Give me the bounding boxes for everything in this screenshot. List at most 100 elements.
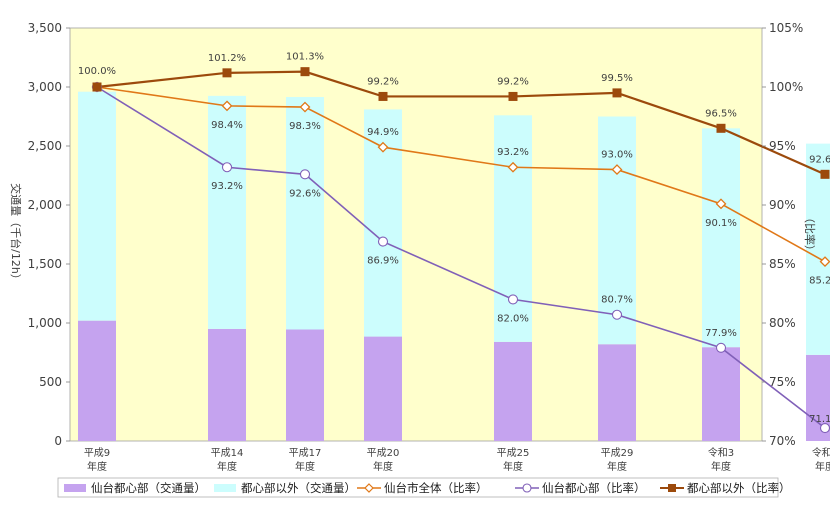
y-left-tick-label: 0	[54, 434, 62, 448]
data-label: 93.2%	[211, 181, 243, 192]
x-tick-label: 平成29	[601, 447, 634, 459]
bar-outside-core	[702, 128, 740, 348]
data-labels-layer: 100.0% 98.4% 98.3% 94.9% 93.2% 93.0% 90.1% 85.2…	[78, 52, 830, 425]
circle-marker	[377, 236, 389, 247]
y-right-tick-label: 75%	[769, 375, 796, 389]
square-marker	[820, 169, 830, 179]
y-right-tick-label: 100%	[769, 80, 803, 94]
y-left-tick-label: 3,500	[28, 21, 62, 35]
series-line-core	[96, 86, 826, 429]
legend-swatch-outside-bar	[214, 484, 236, 492]
data-label: 92.6%	[809, 154, 830, 165]
square-marker	[716, 123, 726, 133]
x-tick-label: 令和3	[708, 446, 734, 459]
y-right-tick-label: 105%	[769, 21, 803, 35]
diamond-marker	[507, 161, 519, 173]
data-label: 92.6%	[289, 188, 321, 199]
x-tick-label-sub: 年度	[373, 460, 393, 473]
plot-area	[69, 27, 763, 442]
diamond-marker	[715, 198, 727, 210]
circle-marker	[611, 309, 623, 320]
diamond-marker	[819, 256, 830, 268]
data-label: 90.1%	[705, 218, 737, 229]
x-tick-label: 令和7	[812, 446, 830, 459]
x-tick-label-sub: 年度	[607, 460, 627, 473]
square-marker	[508, 91, 518, 101]
square-marker	[378, 91, 388, 101]
x-tick-label: 平成17	[289, 447, 322, 459]
bar-outside-core	[78, 91, 116, 321]
bar-sendai-core	[702, 347, 740, 441]
legend-label: 仙台都心部（比率）	[542, 481, 646, 495]
y-right-axis-label: （比率）	[803, 212, 817, 256]
y-left-tick-label: 1,500	[28, 257, 62, 271]
y-right-tick-label: 90%	[769, 198, 796, 212]
diamond-marker	[299, 101, 311, 113]
diamond-marker	[377, 141, 389, 153]
legend-frame	[57, 477, 779, 498]
x-tick-label-sub: 年度	[217, 460, 237, 473]
data-label: 98.3%	[289, 121, 321, 132]
x-tick-label-sub: 年度	[295, 460, 315, 473]
square-marker	[300, 67, 310, 77]
x-tick-label: 平成9	[84, 447, 110, 459]
bar-sendai-core	[494, 341, 532, 441]
data-label: 77.9%	[705, 328, 737, 339]
data-label: 82.0%	[497, 313, 529, 324]
legend: 仙台都心部（交通量） 都心部以外（交通量） 仙台市全体（比率） 仙台都心部（比率） 都心…	[57, 477, 791, 498]
x-tick-label: 平成20	[367, 447, 400, 459]
legend-label: 都心部以外（交通量）	[241, 481, 356, 495]
bar-sendai-core	[364, 336, 402, 441]
data-label: 100.0%	[78, 66, 116, 77]
data-label: 101.3%	[286, 52, 324, 63]
lines-layer	[91, 67, 830, 434]
x-tick-label-sub: 年度	[711, 460, 731, 473]
data-label: 96.5%	[705, 108, 737, 119]
square-marker	[222, 68, 232, 78]
bar-sendai-core	[208, 328, 246, 441]
data-label: 86.9%	[367, 256, 399, 267]
circle-marker	[507, 294, 519, 305]
x-tick-label-sub: 年度	[87, 460, 107, 473]
series-line-overall	[96, 86, 826, 263]
y-left-tick-label: 500	[39, 375, 62, 389]
bar-sendai-core	[286, 329, 324, 441]
y-right-tick-label: 70%	[769, 434, 796, 448]
y-right-tick-label: 85%	[769, 257, 796, 271]
legend-label: 仙台市全体（比率）	[384, 481, 488, 495]
diamond-marker	[221, 100, 233, 112]
y-left-tick-label: 2,500	[28, 139, 62, 153]
y-left-tick-label: 1,000	[28, 316, 62, 330]
data-label: 85.2%	[809, 276, 830, 287]
x-tick-label-sub: 年度	[815, 460, 830, 473]
square-marker	[92, 82, 102, 92]
bar-sendai-core	[598, 344, 636, 441]
data-label: 93.2%	[497, 147, 529, 158]
y-left-tick-label: 3,000	[28, 80, 62, 94]
bar-outside-core	[806, 143, 830, 355]
data-label: 99.5%	[601, 73, 633, 84]
circle-marker	[715, 342, 727, 353]
diamond-marker	[611, 164, 623, 176]
square-marker	[668, 484, 676, 492]
legend-swatch-core-bar	[64, 484, 86, 492]
y-left-axis-label: 交通量（千台/12h）	[9, 183, 23, 285]
data-label: 71.1%	[809, 414, 830, 425]
series-line-outside	[96, 70, 826, 176]
data-label: 99.2%	[497, 76, 529, 87]
data-label: 94.9%	[367, 127, 399, 138]
legend-label: 都心部以外（比率）	[687, 481, 791, 495]
x-tick-label-sub: 年度	[503, 460, 523, 473]
bar-sendai-core	[78, 320, 116, 441]
circle-marker	[221, 162, 233, 173]
data-label: 99.2%	[367, 76, 399, 87]
bar-outside-core	[208, 95, 246, 329]
data-label: 80.7%	[601, 295, 633, 306]
axes-layer: 0 500 1,000 1,500 2,000 2,500 3,000 3,500 70% 75%…	[28, 21, 830, 473]
data-label: 93.0%	[601, 150, 633, 161]
bar-outside-core	[286, 97, 324, 330]
y-left-tick-label: 2,000	[28, 198, 62, 212]
diamond-marker	[364, 483, 374, 493]
x-tick-label: 平成25	[497, 447, 530, 459]
